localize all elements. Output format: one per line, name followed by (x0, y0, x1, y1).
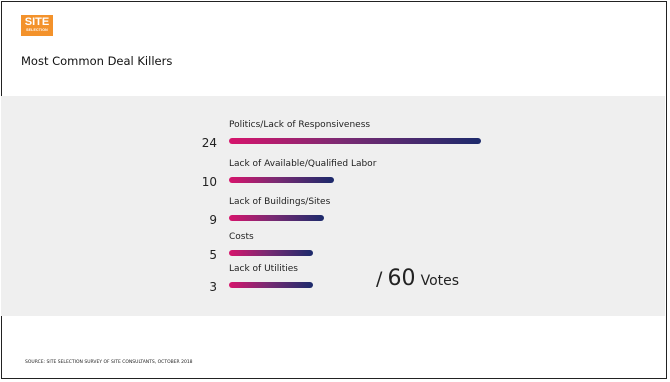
bar (229, 250, 313, 256)
bar (229, 177, 334, 183)
bar-category-label: Politics/Lack of Responsiveness (229, 120, 371, 130)
bar-category-label: Lack of Buildings/Sites (229, 197, 331, 207)
bar-row: 9 Lack of Buildings/Sites (1, 197, 665, 229)
bar (229, 215, 324, 221)
total-votes-unit: Votes (420, 273, 460, 289)
bar-value-label: 10 (201, 175, 217, 189)
bar-row: 24 Politics/Lack of Responsiveness (1, 120, 665, 152)
slide-title: Most Common Deal Killers (21, 54, 173, 68)
bar-category-label: Lack of Available/Qualified Labor (229, 159, 377, 169)
bar-value-label: 24 (201, 136, 217, 150)
bar-row: 10 Lack of Available/Qualified Labor (1, 159, 665, 191)
bar-value-label: 5 (209, 248, 217, 262)
chart-panel: 24 Politics/Lack of Responsiveness 10 Lack … (1, 96, 665, 316)
bar (229, 282, 313, 288)
total-votes-slash: / (376, 268, 383, 290)
total-votes: / 60 Votes (376, 266, 459, 291)
source-note: SOURCE: SITE SELECTION SURVEY OF SITE CO… (25, 360, 193, 365)
bar-row: 5 Costs (1, 232, 665, 264)
bar-value-label: 3 (209, 280, 217, 294)
bar-category-label: Lack of Utilities (229, 264, 298, 274)
logo-main-text: SITE (24, 16, 50, 28)
bar-row: 3 Lack of Utilities (1, 264, 665, 296)
logo-sub-text: SELECTION (26, 28, 48, 32)
total-votes-number: 60 (387, 266, 416, 291)
bar-value-label: 9 (209, 213, 217, 227)
bar (229, 138, 481, 144)
bar-category-label: Costs (229, 232, 254, 242)
site-selection-logo: SITE SELECTION (21, 15, 53, 36)
